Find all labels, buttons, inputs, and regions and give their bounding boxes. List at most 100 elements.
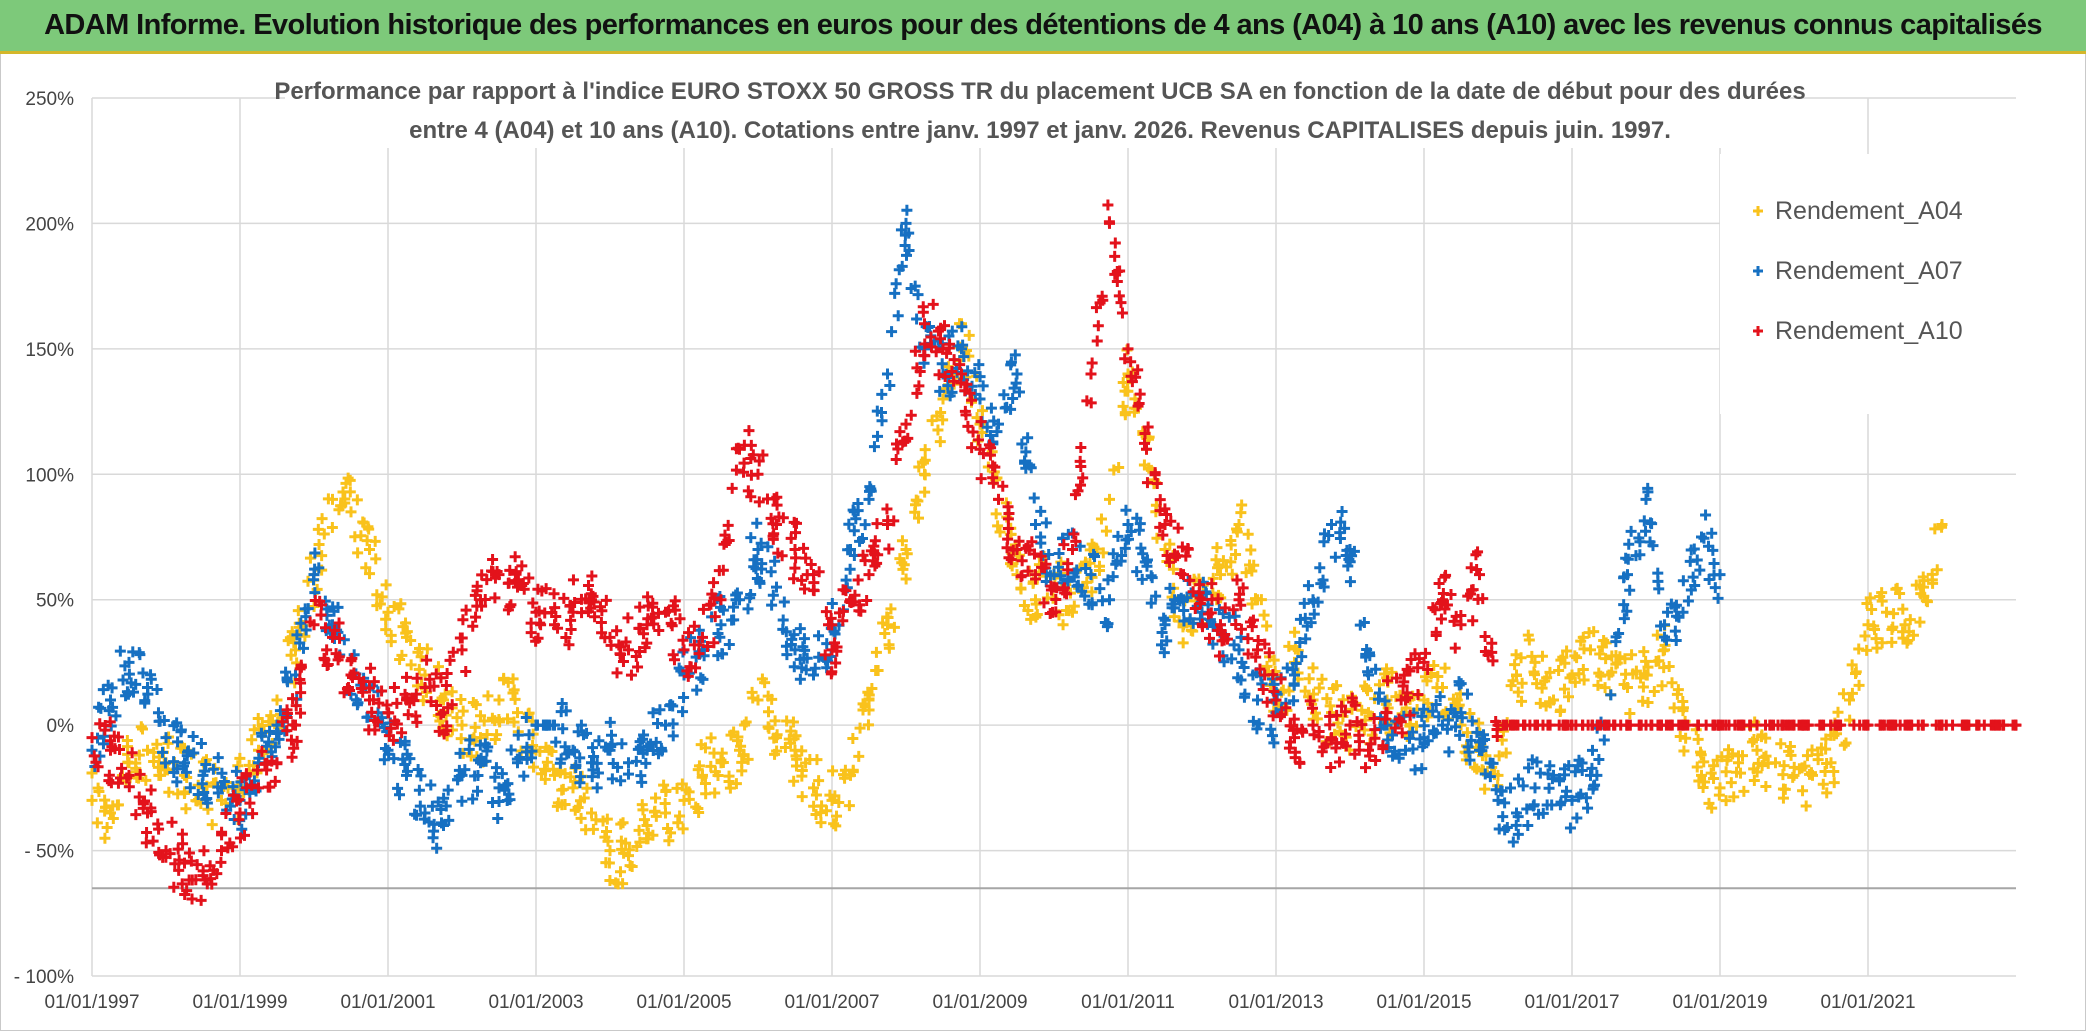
data-point-a10 [366,706,378,718]
data-point-a04 [1577,663,1589,675]
data-point-a07 [630,755,642,767]
data-point-a07 [158,715,170,727]
data-point-a04 [1801,750,1813,762]
data-point-a04 [790,730,802,742]
data-point-a04 [1820,743,1832,755]
data-point-a10 [1092,320,1104,332]
data-point-a04 [151,738,163,750]
data-point-a04 [900,573,912,585]
data-point-a07 [503,788,515,800]
data-point-a07 [859,519,871,531]
data-point-a10 [269,775,281,787]
data-point-a07 [890,278,902,290]
data-point-a10 [527,597,539,609]
data-point-a10 [1116,307,1128,319]
data-point-a07 [962,365,974,377]
data-point-a10 [476,569,488,581]
data-point-a07 [479,738,491,750]
data-point-a10 [233,814,245,826]
data-point-a10 [227,789,239,801]
data-point-a07 [464,734,476,746]
data-point-a10 [925,331,937,343]
data-point-a04 [465,750,477,762]
data-point-a07 [767,589,779,601]
data-point-a04 [919,486,931,498]
data-point-a07 [1433,711,1445,723]
data-point-a04 [322,493,334,505]
data-point-a04 [699,742,711,754]
data-point-a07 [199,765,211,777]
data-point-a04 [385,636,397,648]
data-point-a04 [1758,751,1770,763]
data-point-a07 [1085,569,1097,581]
data-point-a04 [1117,400,1129,412]
data-point-a10 [730,443,742,455]
data-point-a07 [974,371,986,383]
data-point-a10 [1154,521,1166,533]
data-point-a04 [539,773,551,785]
data-point-a07 [142,688,154,700]
data-point-a04 [1691,761,1703,773]
data-point-a10 [1360,762,1372,774]
data-point-a04 [1505,680,1517,692]
data-point-a10 [919,318,930,330]
data-point-a10 [1204,632,1215,644]
data-point-a07 [188,747,200,759]
data-point-a07 [145,673,157,685]
data-point-a10 [346,652,358,664]
data-point-a10 [789,562,801,574]
data-point-a07 [1443,746,1455,758]
data-point-a04 [1473,717,1485,729]
data-point-a10 [1067,544,1078,556]
data-point-a04 [1828,729,1840,741]
data-point-a04 [512,707,523,719]
data-point-a10 [745,439,757,451]
data-point-a07 [1430,698,1442,710]
data-point-a10 [1142,421,1154,433]
data-point-a04 [451,712,463,724]
data-point-a07 [654,704,666,716]
data-point-a07 [1239,688,1251,700]
data-point-a04 [446,686,458,698]
data-point-a10 [1096,290,1108,302]
data-point-a07 [412,764,424,776]
data-point-a07 [1020,446,1032,458]
data-point-a07 [593,735,605,747]
data-point-a04 [898,559,910,571]
data-point-a07 [308,574,320,586]
data-point-a07 [1640,525,1652,537]
data-point-a04 [604,875,616,887]
data-point-a04 [302,575,314,587]
data-point-a10 [1802,719,1814,731]
data-point-a10 [785,532,797,544]
data-point-a10 [1377,740,1389,752]
data-point-a04 [872,665,884,677]
data-point-a10 [1280,702,1292,714]
data-point-a10 [152,818,164,830]
data-point-a04 [1668,702,1680,714]
data-point-a04 [1235,507,1247,519]
data-point-a04 [1594,648,1606,660]
data-point-a04 [421,643,433,655]
data-point-a04 [1469,761,1481,773]
data-point-a04 [601,813,613,825]
data-point-a04 [575,812,587,824]
data-point-a10 [801,569,813,581]
data-point-a07 [1072,579,1084,591]
data-point-a07 [1531,756,1543,768]
data-point-a07 [751,517,763,529]
data-point-a04 [1086,538,1098,550]
data-point-a07 [988,415,1000,427]
data-point-a04 [1428,660,1440,672]
data-point-a04 [1638,646,1650,658]
data-point-a04 [1640,655,1652,667]
data-point-a10 [1062,558,1074,570]
data-point-a04 [1356,704,1368,716]
data-point-a10 [847,596,859,608]
data-point-a10 [1389,722,1401,734]
data-point-a07 [1685,584,1697,596]
data-point-a04 [1846,687,1858,699]
data-point-a10 [116,762,128,774]
data-point-a10 [1068,528,1080,540]
data-point-a10 [1956,719,1968,731]
